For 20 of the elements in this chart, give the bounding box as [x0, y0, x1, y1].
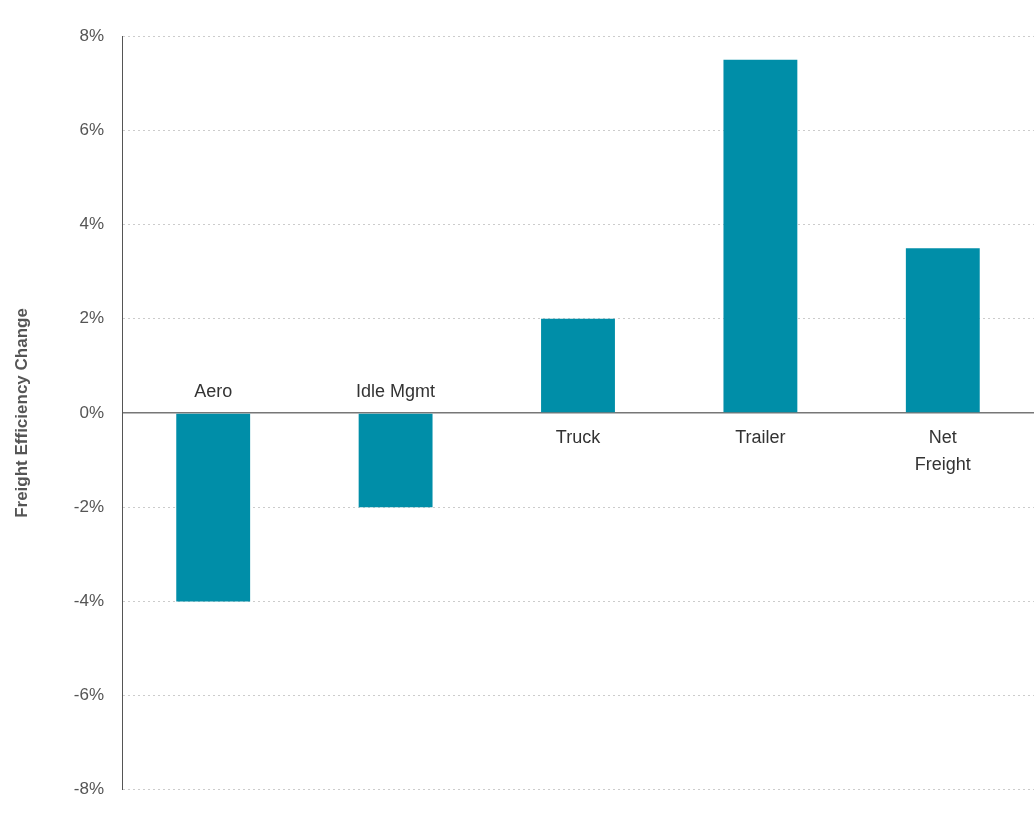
bar: [358, 413, 433, 508]
y-tick-label: -2%: [73, 496, 104, 516]
x-tick-label: Net Freight: [914, 426, 971, 474]
bar: [176, 413, 251, 602]
y-tick-label: 2%: [79, 308, 104, 328]
x-tick-label: Aero: [194, 380, 233, 401]
y-tick-label: -4%: [73, 591, 104, 611]
y-tick-label: -6%: [73, 685, 104, 705]
y-tick-label: 4%: [79, 214, 104, 234]
y-tick-label: 8%: [79, 25, 104, 45]
x-tick-label: Idle Mgmt: [356, 380, 436, 401]
x-tick-label: Trailer: [735, 426, 786, 447]
bar: [541, 318, 615, 413]
y-tick-label: -8%: [73, 779, 104, 799]
bar: [723, 59, 798, 413]
bar: [905, 248, 980, 413]
y-tick-label: 0%: [79, 402, 104, 422]
x-tick-label: Truck: [555, 426, 602, 447]
y-axis-title: Freight Efficiency Change: [11, 308, 31, 518]
y-tick-label: 6%: [79, 120, 104, 140]
